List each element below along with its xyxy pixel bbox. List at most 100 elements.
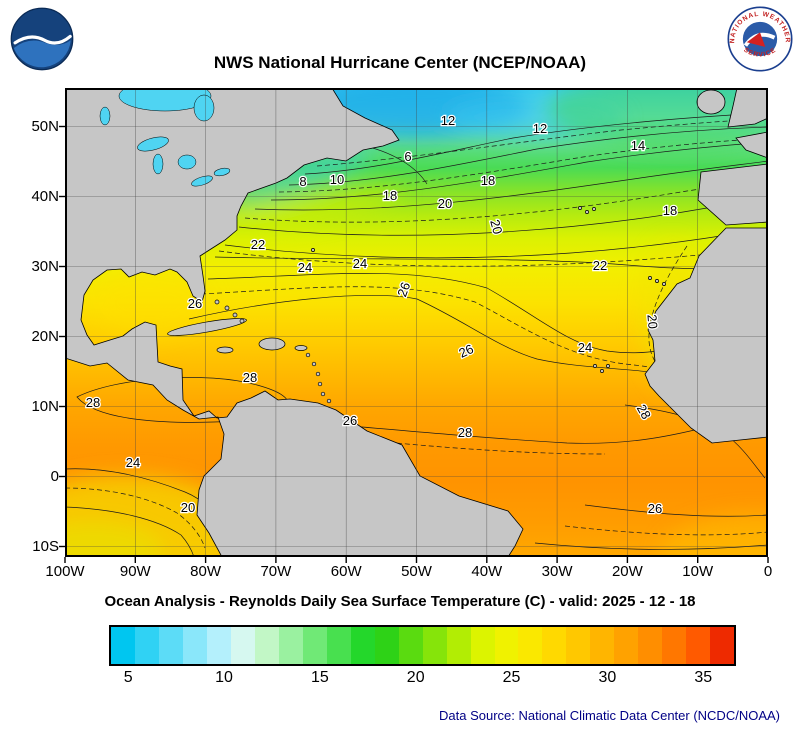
contour-label: 10 bbox=[330, 172, 344, 187]
lon-tick-label: 90W bbox=[119, 563, 151, 580]
colorbar-cell bbox=[230, 627, 255, 664]
colorbar-cell bbox=[422, 627, 447, 664]
sst-map-canvas: 12 12 14 6 8 10 18 18 20 18 20 22 24 22 24 26 26 20 24 26 28… bbox=[59, 88, 769, 563]
lat-tick-label: 50N bbox=[31, 117, 59, 135]
graticule bbox=[65, 88, 768, 557]
sst-map: 12 12 14 6 8 10 18 18 20 18 20 22 24 22 24 26 26 20 24 26 28… bbox=[31, 88, 772, 580]
island-bermuda bbox=[311, 248, 315, 252]
page-title: NWS National Hurricane Center (NCEP/NOAA… bbox=[213, 53, 587, 72]
island-cuba bbox=[167, 318, 247, 336]
land-france bbox=[735, 131, 768, 159]
axis-ticks bbox=[59, 125, 769, 563]
contour-label: 22 bbox=[251, 237, 265, 252]
colorbar-cell bbox=[302, 627, 327, 664]
lon-tick-label: 30W bbox=[541, 563, 573, 580]
land-americas bbox=[65, 88, 524, 557]
lakes bbox=[99, 88, 231, 187]
colorbar-cell bbox=[566, 627, 591, 664]
contour-label: 20 bbox=[181, 500, 195, 515]
contour-label: 18 bbox=[663, 203, 677, 218]
lon-tick-label: 60W bbox=[330, 563, 362, 580]
contour-label: 26 bbox=[394, 280, 413, 299]
map-caption: Ocean Analysis - Reynolds Daily Sea Surf… bbox=[104, 593, 696, 610]
colorbar-cell bbox=[398, 627, 423, 664]
lon-tick-label: 20W bbox=[611, 563, 643, 580]
lat-tick-label: 20N bbox=[31, 327, 59, 345]
island-puerto-rico bbox=[294, 345, 308, 351]
lat-tick-label: 10N bbox=[31, 397, 59, 415]
lake-huron bbox=[177, 154, 197, 170]
lat-tick-label: 30N bbox=[31, 257, 59, 275]
contour-label: 24 bbox=[298, 260, 312, 275]
colorbar-cell bbox=[590, 627, 615, 664]
map-frame bbox=[65, 88, 768, 557]
nws-logo-icon: NATIONAL WEATHER SERVICE bbox=[727, 6, 793, 72]
islands bbox=[167, 206, 666, 404]
lon-tick-label: 80W bbox=[190, 563, 222, 580]
colorbar-cell bbox=[254, 627, 279, 664]
colorbar-tick-label: 5 bbox=[123, 669, 133, 686]
colorbar-tick-label: 30 bbox=[598, 669, 617, 686]
lon-tick-label: 50W bbox=[401, 563, 432, 580]
contour-label: 26 bbox=[343, 413, 357, 428]
contour-label: 24 bbox=[353, 256, 367, 271]
bird-icon bbox=[746, 32, 766, 47]
colorbar-cell bbox=[518, 627, 543, 664]
colorbar-ticks: 5 10 15 20 25 30 35 bbox=[109, 669, 732, 691]
contour-labels: 12 12 14 6 8 10 18 18 20 18 20 22 24 22 24 26 26 20 24 26 28… bbox=[85, 112, 679, 518]
longitude-axis: 100W 90W 80W 70W 60W 50W 40W 30W 20W 10W 0 bbox=[45, 563, 772, 587]
contour-label: 28 bbox=[243, 370, 257, 385]
colorbar-cell bbox=[614, 627, 639, 664]
colorbar-cell bbox=[374, 627, 399, 664]
colorbar-cell bbox=[710, 627, 735, 664]
colorbar-tick-label: 20 bbox=[406, 669, 425, 686]
contour-label: 28 bbox=[86, 395, 100, 410]
seagull-icon bbox=[13, 34, 72, 45]
colorbar-cell bbox=[182, 627, 207, 664]
island-hispaniola bbox=[258, 337, 286, 351]
lon-tick-label: 40W bbox=[471, 563, 503, 580]
contour-label: 20 bbox=[487, 218, 505, 236]
nws-logo: NATIONAL WEATHER SERVICE bbox=[727, 6, 793, 72]
contour-label: 20 bbox=[438, 196, 452, 211]
colorbar-cell bbox=[111, 627, 135, 664]
contour-label: 26 bbox=[648, 501, 662, 516]
lake-erie bbox=[191, 175, 213, 187]
data-source: Data Source: National Climatic Data Cent… bbox=[439, 708, 780, 723]
contour-label: 8 bbox=[299, 174, 306, 189]
lake-michigan bbox=[152, 153, 164, 175]
james-bay bbox=[193, 94, 215, 122]
colorbar-tick-label: 35 bbox=[694, 669, 713, 686]
colorbar-cells bbox=[111, 627, 735, 664]
lake-superior bbox=[137, 136, 169, 152]
noaa-logo-icon bbox=[10, 7, 74, 71]
land-africa bbox=[644, 227, 768, 444]
contour-label: 18 bbox=[383, 188, 397, 203]
colorbar-tick-label: 25 bbox=[502, 669, 521, 686]
contour-label: 26 bbox=[188, 296, 202, 311]
lon-tick-label: 70W bbox=[260, 563, 292, 580]
lat-tick-label: 40N bbox=[31, 187, 59, 205]
latitude-axis: 50N 40N 30N 20N 10N 0 10S bbox=[15, 88, 59, 557]
colorbar-cell bbox=[542, 627, 567, 664]
lat-tick-label: 10S bbox=[32, 537, 59, 555]
colorbar-cell bbox=[638, 627, 663, 664]
lon-tick-label: 0 bbox=[763, 563, 773, 580]
colorbar-cell bbox=[350, 627, 375, 664]
contour-label: 24 bbox=[578, 340, 592, 355]
colorbar-tick-label: 10 bbox=[215, 669, 233, 686]
colorbar-cell bbox=[446, 627, 471, 664]
contour-label: 6 bbox=[404, 149, 411, 164]
lat-tick-label: 0 bbox=[50, 467, 59, 485]
contour-label: 22 bbox=[593, 258, 607, 273]
land-britain bbox=[727, 88, 768, 128]
land-iberia bbox=[697, 163, 768, 226]
colorbar-tick-label: 15 bbox=[310, 669, 329, 686]
contour-label: 28 bbox=[458, 425, 472, 440]
colorbar-cell bbox=[662, 627, 687, 664]
colorbar-cell bbox=[278, 627, 303, 664]
noaa-logo bbox=[10, 7, 74, 71]
colorbar-cell bbox=[326, 627, 351, 664]
colorbar-cell bbox=[158, 627, 183, 664]
